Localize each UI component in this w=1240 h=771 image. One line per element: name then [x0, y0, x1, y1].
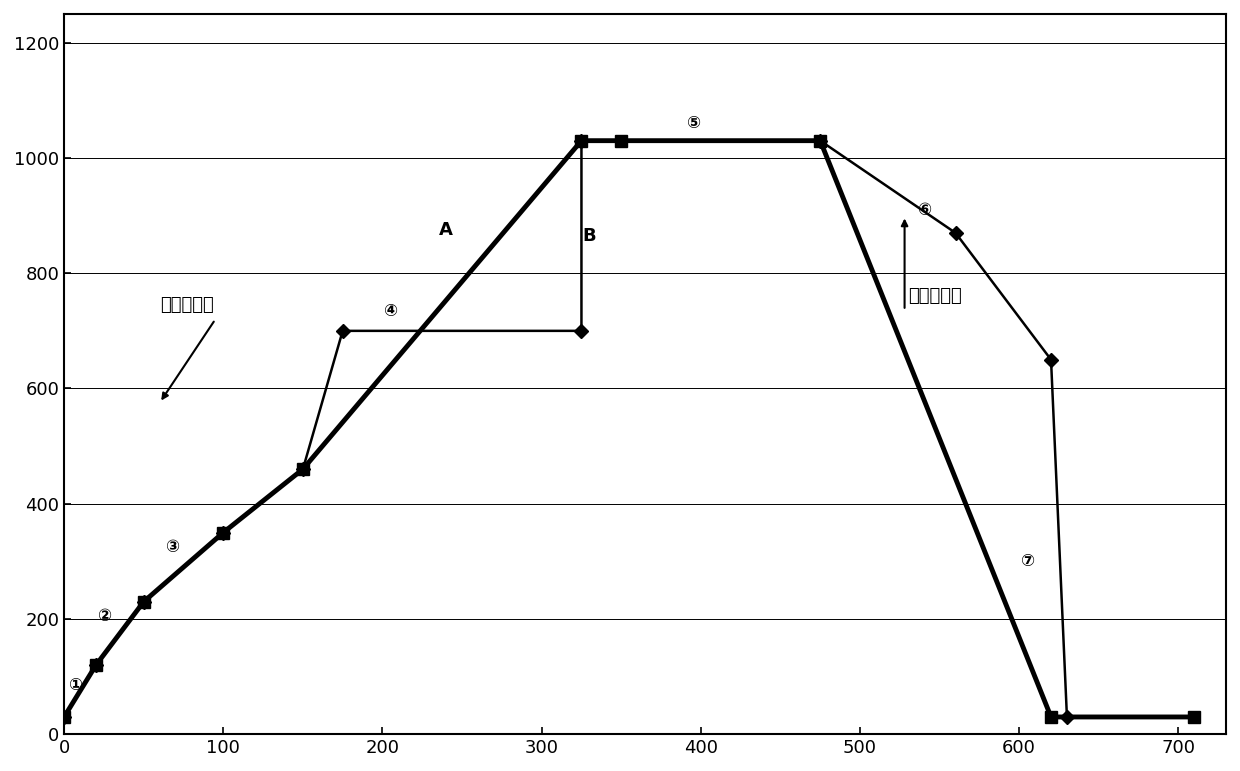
- Text: ⑥: ⑥: [916, 200, 931, 219]
- Text: ③: ③: [165, 538, 180, 556]
- Text: B: B: [583, 227, 596, 244]
- Text: A: A: [439, 221, 453, 239]
- Text: 快速升温区: 快速升温区: [908, 288, 961, 305]
- Text: ⑤: ⑤: [686, 114, 699, 133]
- Text: 快速升温区: 快速升温区: [160, 296, 213, 314]
- Text: ②: ②: [97, 607, 112, 625]
- Text: ⑦: ⑦: [1021, 552, 1034, 571]
- Text: ④: ④: [383, 301, 398, 320]
- Text: ①: ①: [68, 676, 82, 694]
